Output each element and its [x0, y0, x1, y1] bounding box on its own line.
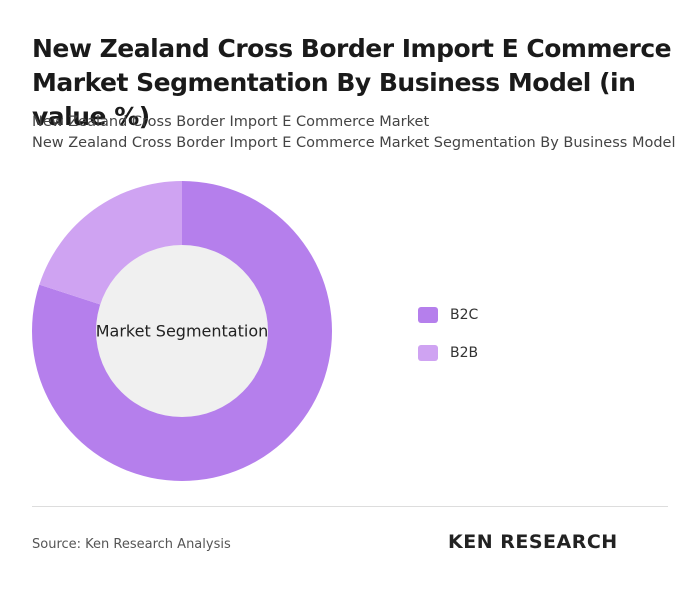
donut-hole — [96, 245, 268, 417]
legend-label: B2C — [450, 307, 479, 323]
logo: KEN RESEARCH — [448, 531, 618, 553]
subtitle: New Zealand Cross Border Import E Commer… — [32, 135, 676, 151]
chart-title: New Zealand Cross Border Import E Commer… — [32, 34, 672, 131]
legend-label: B2B — [450, 345, 478, 361]
legend-swatch — [418, 307, 438, 323]
divider — [32, 506, 668, 507]
center-label: Market Segmentation — [96, 322, 269, 341]
subtitle: New Zealand Cross Border Import E Commer… — [32, 114, 430, 130]
source: Source: Ken Research Analysis — [32, 537, 231, 552]
legend-swatch — [418, 345, 438, 361]
chart: B2C B2B Market Segmentation — [31, 181, 479, 481]
